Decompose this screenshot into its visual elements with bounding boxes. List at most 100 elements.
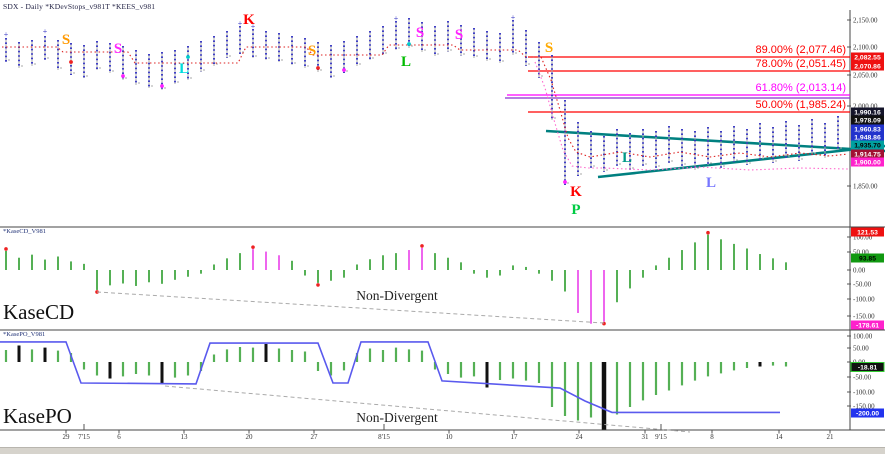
- trade-signal-letter-s: S: [62, 32, 70, 48]
- x-axis-date-label: 20: [246, 433, 254, 441]
- kasecd-value-badge-text: 121.53: [857, 230, 878, 237]
- price-axis-label: 2,000.00: [853, 103, 878, 111]
- kasecd-value-badge: [851, 227, 884, 237]
- kasecd-axis-label: 100.00: [853, 234, 873, 242]
- trade-signal-letter-l: L: [706, 175, 716, 191]
- price-axis-label: 2,150.00: [853, 17, 878, 25]
- window-title: SDX - Daily *KDevStops_v981T *KEES_v981: [3, 2, 156, 11]
- kasepo-study-label: *KasePO_V981: [3, 331, 46, 338]
- kasecd-value-badge: [851, 320, 884, 330]
- plus-mark: +: [394, 14, 399, 23]
- kasecd-peak-dot: [706, 230, 710, 235]
- kasepo-axis-label: -100.00: [853, 389, 875, 397]
- kasepo-value-badge: [850, 362, 885, 372]
- kasepo-divergence-trendline: [164, 385, 691, 433]
- kasepo-axis-label: -50.00: [853, 374, 872, 382]
- price-value-badge-text: 1,900.00: [854, 160, 881, 167]
- price-value-badge-text: 1,914.75: [854, 152, 881, 159]
- kasecd-axis-label: -100.00: [853, 296, 875, 304]
- signal-dot: [121, 74, 125, 78]
- devstop-line-red: [2, 44, 849, 158]
- kasepo-axis-label: 50.00: [853, 345, 869, 353]
- kasecd-axis-label: -50.00: [853, 281, 872, 289]
- signal-dot: [186, 55, 190, 59]
- plus-mark: +: [4, 30, 9, 39]
- x-axis-date-label: 14: [776, 433, 784, 441]
- kasecd-value-badge: [851, 253, 884, 263]
- triangle-pattern-line: [545, 129, 885, 153]
- price-panel[interactable]: [0, 10, 850, 227]
- signal-dot: [563, 180, 567, 184]
- trade-signal-letter-s: S: [114, 41, 122, 57]
- price-value-badge: [851, 107, 884, 117]
- kasecd-peak-dot: [4, 247, 8, 251]
- price-value-badge: [851, 52, 884, 62]
- price-value-badge: [851, 140, 884, 150]
- trade-signal-letter-s: S: [308, 43, 316, 59]
- fib-level-label: 50.00% (1,985.24): [755, 99, 846, 111]
- kasepo-panel-title: KasePO: [3, 404, 72, 428]
- x-axis-date-label: 7'15: [78, 433, 90, 441]
- kasecd-value-badge-text: -178.61: [856, 323, 879, 330]
- kasepo-axis-label: -150.00: [853, 403, 875, 411]
- price-value-badge-text: 1,960.83: [854, 127, 881, 134]
- fib-level-label: 89.00% (2,077.46): [755, 44, 846, 56]
- kasepo-value-badge-text: -200.00: [856, 411, 879, 418]
- trade-signal-letter-l: L: [401, 54, 411, 70]
- price-value-badge-text: 2,070.86: [854, 64, 881, 71]
- kasecd-axis-label: 50.00: [853, 249, 869, 257]
- trade-signal-letter-k: K: [243, 12, 255, 28]
- kasepo-non-divergent-annotation: Non-Divergent: [356, 410, 438, 425]
- kasecd-study-label: *KaseCD_V981: [3, 228, 46, 235]
- x-axis-date-label: 6: [117, 433, 121, 441]
- kasepo-axis-label: 100.00: [853, 333, 873, 341]
- x-axis-date-label: 9'15: [655, 433, 667, 441]
- price-axis-label: 2,100.00: [853, 44, 878, 52]
- x-axis-date-label: 8: [710, 433, 714, 441]
- price-value-badge-text: 1,935.70: [854, 143, 881, 150]
- plus-mark: +: [238, 19, 243, 28]
- horizontal-scrollbar[interactable]: [0, 447, 885, 454]
- x-axis-date-label: 29: [63, 433, 71, 441]
- trade-signal-letter-l: L: [622, 150, 632, 166]
- fib-level-label: 78.00% (2,051.45): [755, 58, 846, 70]
- price-value-badge-text: 1,978.09: [854, 118, 881, 125]
- trade-signal-letter-l: L: [179, 61, 189, 77]
- kasepo-value-badge: [851, 408, 884, 418]
- kasecd-peak-dot: [316, 283, 320, 287]
- x-axis-date-label: 10: [446, 433, 454, 441]
- price-value-badge: [851, 132, 884, 142]
- price-value-badge: [851, 61, 884, 71]
- x-axis-date-label: 17: [511, 433, 519, 441]
- kasecd-axis-label: 0.00: [853, 267, 866, 275]
- kasecd-peak-dot: [251, 245, 255, 249]
- price-value-badge-text: 1,948.86: [854, 135, 881, 142]
- trade-signal-letter-p: P: [571, 202, 580, 218]
- x-axis-date-label: 21: [827, 433, 835, 441]
- price-value-badge: [851, 115, 884, 125]
- price-value-badge-text: 1,990.16: [854, 110, 881, 117]
- x-axis-date-label: 13: [181, 433, 189, 441]
- trade-signal-letter-s: S: [545, 40, 553, 56]
- kasecd-panel-title: KaseCD: [3, 300, 75, 324]
- signal-dot: [407, 42, 411, 46]
- price-value-badge: [851, 157, 884, 167]
- price-value-badge-text: 2,082.55: [854, 55, 881, 62]
- kasepo-value-badge-text: -18.81: [858, 365, 877, 372]
- kasecd-value-badge-text: 93.85: [859, 256, 876, 263]
- kasecd-divergence-trendline: [96, 291, 605, 324]
- plus-mark: +: [251, 22, 256, 31]
- signal-dot: [316, 66, 320, 70]
- price-value-badge: [851, 149, 884, 159]
- price-axis-label: 1,850.00: [853, 183, 878, 191]
- plus-mark: +: [511, 13, 516, 22]
- trade-signal-letter-s: S: [455, 27, 463, 43]
- signal-dot: [69, 60, 73, 64]
- x-axis-date-label: 31: [642, 433, 650, 441]
- x-axis-date-label: 24: [576, 433, 584, 441]
- price-axis-label: 2,050.00: [853, 72, 878, 80]
- kasecd-panel[interactable]: [0, 227, 850, 330]
- kasecd-peak-dot: [420, 244, 424, 248]
